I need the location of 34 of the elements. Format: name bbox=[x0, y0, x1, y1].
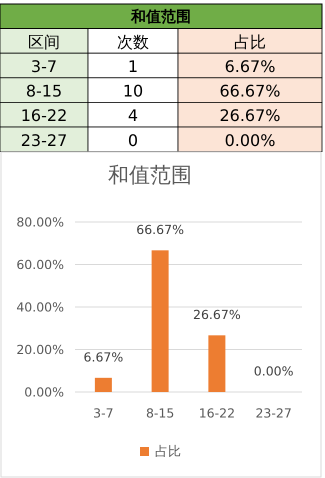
x-tick-label: 23-27 bbox=[255, 406, 292, 420]
data-label: 1 bbox=[128, 57, 138, 76]
y-tick-label: 80.00% bbox=[16, 214, 64, 230]
data-label: 10 bbox=[122, 82, 144, 101]
legend-label: 占比 bbox=[155, 444, 181, 460]
x-tick-label: 8-15 bbox=[146, 406, 174, 420]
y-tick-label: 60.00% bbox=[16, 257, 64, 272]
data-label: 66.67% bbox=[219, 82, 281, 101]
y-tick-label: 0.00% bbox=[24, 384, 64, 400]
y-tick-label: 20.00% bbox=[16, 342, 64, 357]
data-label: 4 bbox=[128, 106, 138, 126]
series-label: 占比 bbox=[234, 32, 266, 52]
data-label: 66.67% bbox=[136, 222, 184, 237]
text: 和值范围 bbox=[130, 7, 191, 26]
y-tick-label: 40.00% bbox=[16, 300, 64, 314]
data-label: 0.00% bbox=[254, 364, 294, 378]
bar bbox=[152, 250, 169, 392]
category-label: 23-27 bbox=[20, 130, 68, 150]
bar bbox=[94, 378, 112, 392]
data-label: 6.67% bbox=[84, 349, 124, 364]
series-label: 次数 bbox=[117, 32, 149, 52]
data-label: 6.67% bbox=[224, 57, 276, 76]
category-label: 3-7 bbox=[30, 57, 58, 76]
data-label: 0.00% bbox=[224, 130, 276, 150]
x-tick-label: 16-22 bbox=[198, 406, 236, 420]
x-tick-label: 3-7 bbox=[93, 406, 114, 420]
bar bbox=[208, 335, 226, 392]
data-label: 26.67% bbox=[219, 106, 281, 126]
data-label: 26.67% bbox=[193, 306, 241, 322]
category-label: 8-15 bbox=[26, 82, 62, 101]
text: 区间 bbox=[28, 32, 60, 52]
chart-title: 和值范围 bbox=[108, 163, 192, 187]
category-label: 16-22 bbox=[20, 106, 68, 126]
data-label: 0 bbox=[128, 130, 138, 150]
